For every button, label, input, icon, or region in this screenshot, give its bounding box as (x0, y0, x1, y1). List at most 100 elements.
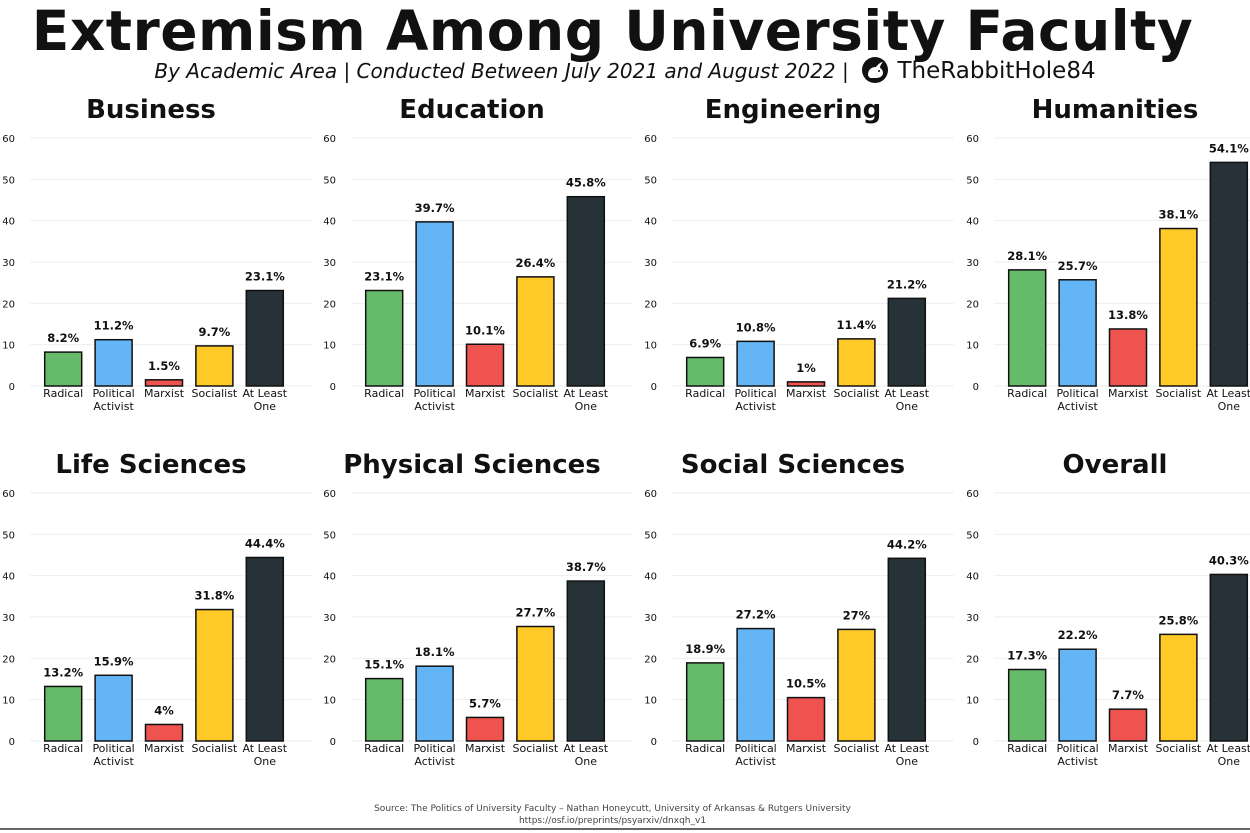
data-label: 22.2% (1058, 628, 1098, 642)
bar-socialist (1159, 633, 1198, 742)
data-label: 45.8% (566, 176, 606, 190)
bar-radical (43, 685, 83, 742)
x-tick-label: Marxist (786, 387, 827, 400)
x-tick-line: One (1218, 400, 1241, 413)
bar-socialist (1159, 227, 1198, 387)
y-tick-label: 60 (966, 489, 979, 500)
chart-title: Social Sciences (681, 450, 905, 480)
y-tick-label: 30 (966, 258, 979, 269)
y-tick-label: 60 (644, 134, 657, 145)
data-label: 31.8% (194, 589, 234, 603)
x-tick-line: At Least (242, 742, 287, 755)
chart-business: Business 0 10 20 30 40 50 60 8.2% Radical 11.2% Pol… (2, 95, 312, 413)
y-tick-label: 40 (2, 572, 15, 583)
y-tick-label: 0 (651, 382, 657, 393)
bar-marxist (1108, 708, 1148, 742)
x-tick-line: At Least (563, 387, 608, 400)
y-tick-label: 50 (644, 530, 657, 541)
x-tick-line: Political (413, 742, 455, 755)
y-tick-label: 10 (644, 341, 657, 352)
x-tick-label: Socialist (192, 742, 238, 755)
chart-social-sciences: Social Sciences 0 10 20 30 40 50 60 18.9% Radical… (644, 450, 954, 768)
bar-at-least-one (1209, 573, 1249, 742)
x-tick-line: Socialist (513, 387, 559, 400)
bar-marxist (144, 379, 184, 387)
data-label: 38.1% (1158, 208, 1198, 222)
bar-radical (364, 289, 404, 387)
y-tick-label: 10 (644, 696, 657, 707)
chart-title: Engineering (705, 95, 881, 125)
x-tick-line: Socialist (192, 742, 238, 755)
data-label: 23.1% (245, 270, 285, 284)
source-text: Source: The Politics of University Facul… (374, 804, 851, 814)
subtitle-text: By Academic Area | Conducted Between Jul… (154, 59, 849, 83)
data-label: 10.1% (465, 323, 505, 337)
y-tick-label: 10 (323, 341, 336, 352)
x-tick-line: Marxist (786, 387, 827, 400)
data-label: 10.8% (736, 320, 776, 334)
x-tick-line: Political (92, 742, 134, 755)
y-tick-label: 20 (644, 654, 657, 665)
y-tick-label: 20 (2, 654, 15, 665)
bar-radical (685, 662, 725, 742)
data-label: 21.2% (887, 277, 927, 291)
x-tick-line: Political (1056, 387, 1098, 400)
bar-radical (685, 356, 725, 387)
x-tick-line: At Least (884, 387, 929, 400)
x-tick-label: At Least One (563, 742, 608, 768)
data-label: 11.2% (94, 319, 134, 333)
data-label: 13.8% (1108, 308, 1148, 322)
bar-marxist (786, 696, 826, 742)
y-tick-label: 40 (323, 572, 336, 583)
x-tick-line: Radical (43, 387, 83, 400)
y-tick-label: 10 (966, 341, 979, 352)
x-tick-line: At Least (1206, 742, 1250, 755)
x-tick-label: Political Activist (1056, 387, 1098, 413)
data-label: 39.7% (415, 201, 455, 215)
y-tick-label: 50 (966, 175, 979, 186)
chart-overall: Overall 0 10 20 30 40 50 60 17.3% Radical 22.2% Pol… (966, 450, 1250, 768)
y-tick-label: 0 (651, 737, 657, 748)
x-tick-line: Activist (735, 400, 776, 413)
y-tick-label: 30 (644, 613, 657, 624)
y-tick-label: 0 (973, 382, 979, 393)
y-tick-label: 40 (2, 217, 15, 228)
x-tick-line: One (1218, 755, 1241, 768)
y-tick-label: 20 (323, 299, 336, 310)
data-label: 23.1% (364, 270, 404, 284)
data-label: 1% (796, 361, 816, 375)
y-tick-label: 0 (330, 382, 336, 393)
x-tick-line: At Least (1206, 387, 1250, 400)
y-tick-label: 40 (966, 217, 979, 228)
data-label: 25.8% (1158, 613, 1198, 627)
data-label: 38.7% (566, 560, 606, 574)
x-tick-line: One (254, 400, 277, 413)
x-tick-label: At Least One (563, 387, 608, 413)
bar-political-activist (1058, 648, 1097, 742)
x-tick-label: Socialist (1156, 387, 1202, 400)
bar-marxist (1108, 328, 1148, 387)
x-tick-label: Political Activist (1056, 742, 1098, 768)
bar-marxist (144, 723, 184, 742)
data-label: 5.7% (469, 696, 501, 710)
chart-life-sciences: Life Sciences 0 10 20 30 40 50 60 13.2% Radical 15… (2, 450, 312, 768)
data-label: 27% (843, 608, 871, 622)
y-tick-label: 50 (2, 530, 15, 541)
x-tick-label: At Least One (1206, 387, 1250, 413)
x-tick-line: Political (734, 742, 776, 755)
bar-socialist (195, 608, 234, 742)
x-tick-line: Radical (1007, 742, 1047, 755)
y-tick-label: 40 (966, 572, 979, 583)
data-label: 17.3% (1007, 648, 1047, 662)
x-tick-label: Marxist (1108, 387, 1149, 400)
data-label: 6.9% (689, 336, 721, 350)
y-tick-label: 10 (2, 341, 15, 352)
bar-political-activist (415, 665, 454, 742)
y-tick-label: 20 (644, 299, 657, 310)
bar-at-least-one (245, 289, 285, 387)
x-tick-label: Marxist (144, 387, 185, 400)
bar-at-least-one (245, 556, 285, 742)
x-tick-label: Radical (364, 387, 404, 400)
y-tick-label: 30 (323, 613, 336, 624)
